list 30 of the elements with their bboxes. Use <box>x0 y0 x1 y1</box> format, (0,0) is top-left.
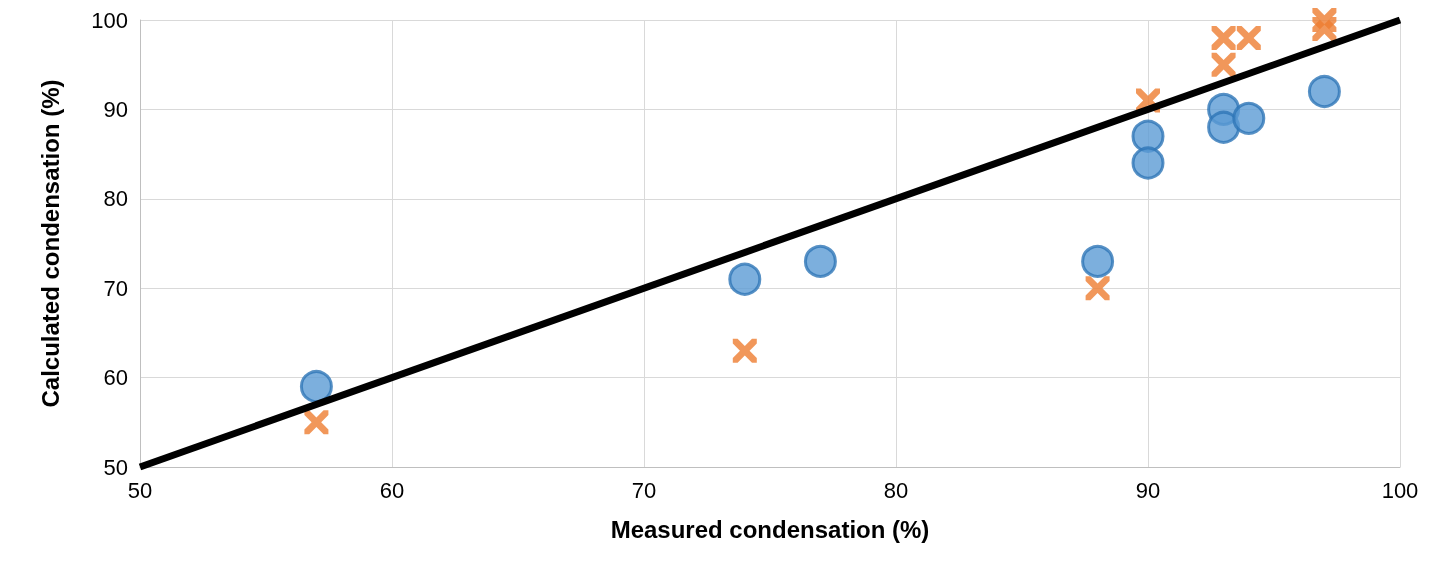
point <box>732 338 757 363</box>
y-tick-label: 60 <box>103 365 128 391</box>
point <box>1131 146 1165 180</box>
y-tick-label: 90 <box>103 96 128 122</box>
point <box>1085 276 1110 301</box>
point <box>1207 110 1241 144</box>
point <box>1131 119 1165 153</box>
point <box>1312 16 1337 41</box>
point <box>304 410 329 435</box>
point <box>728 262 762 296</box>
x-tick-label: 70 <box>631 477 657 503</box>
point <box>1211 52 1236 77</box>
point <box>1307 75 1341 109</box>
x-tick-label: 60 <box>379 477 405 503</box>
y-tick-label: 100 <box>91 7 128 33</box>
point <box>299 370 333 404</box>
point <box>1236 25 1261 50</box>
x-tick-label: 50 <box>127 477 153 503</box>
y-tick-label: 70 <box>103 275 128 301</box>
y-tick-label: 80 <box>103 186 128 212</box>
x-tick-label: 100 <box>1381 477 1419 503</box>
point <box>803 244 837 278</box>
point <box>1232 101 1266 135</box>
y-axis-title: Calculated condensation (%) <box>36 79 64 408</box>
x-tick-label: 80 <box>883 477 909 503</box>
x-axis-title: Measured condensation (%) <box>610 515 930 543</box>
point <box>1211 25 1236 50</box>
y-tick-label: 50 <box>103 454 128 480</box>
point <box>1081 244 1115 278</box>
x-tick-label: 90 <box>1135 477 1161 503</box>
